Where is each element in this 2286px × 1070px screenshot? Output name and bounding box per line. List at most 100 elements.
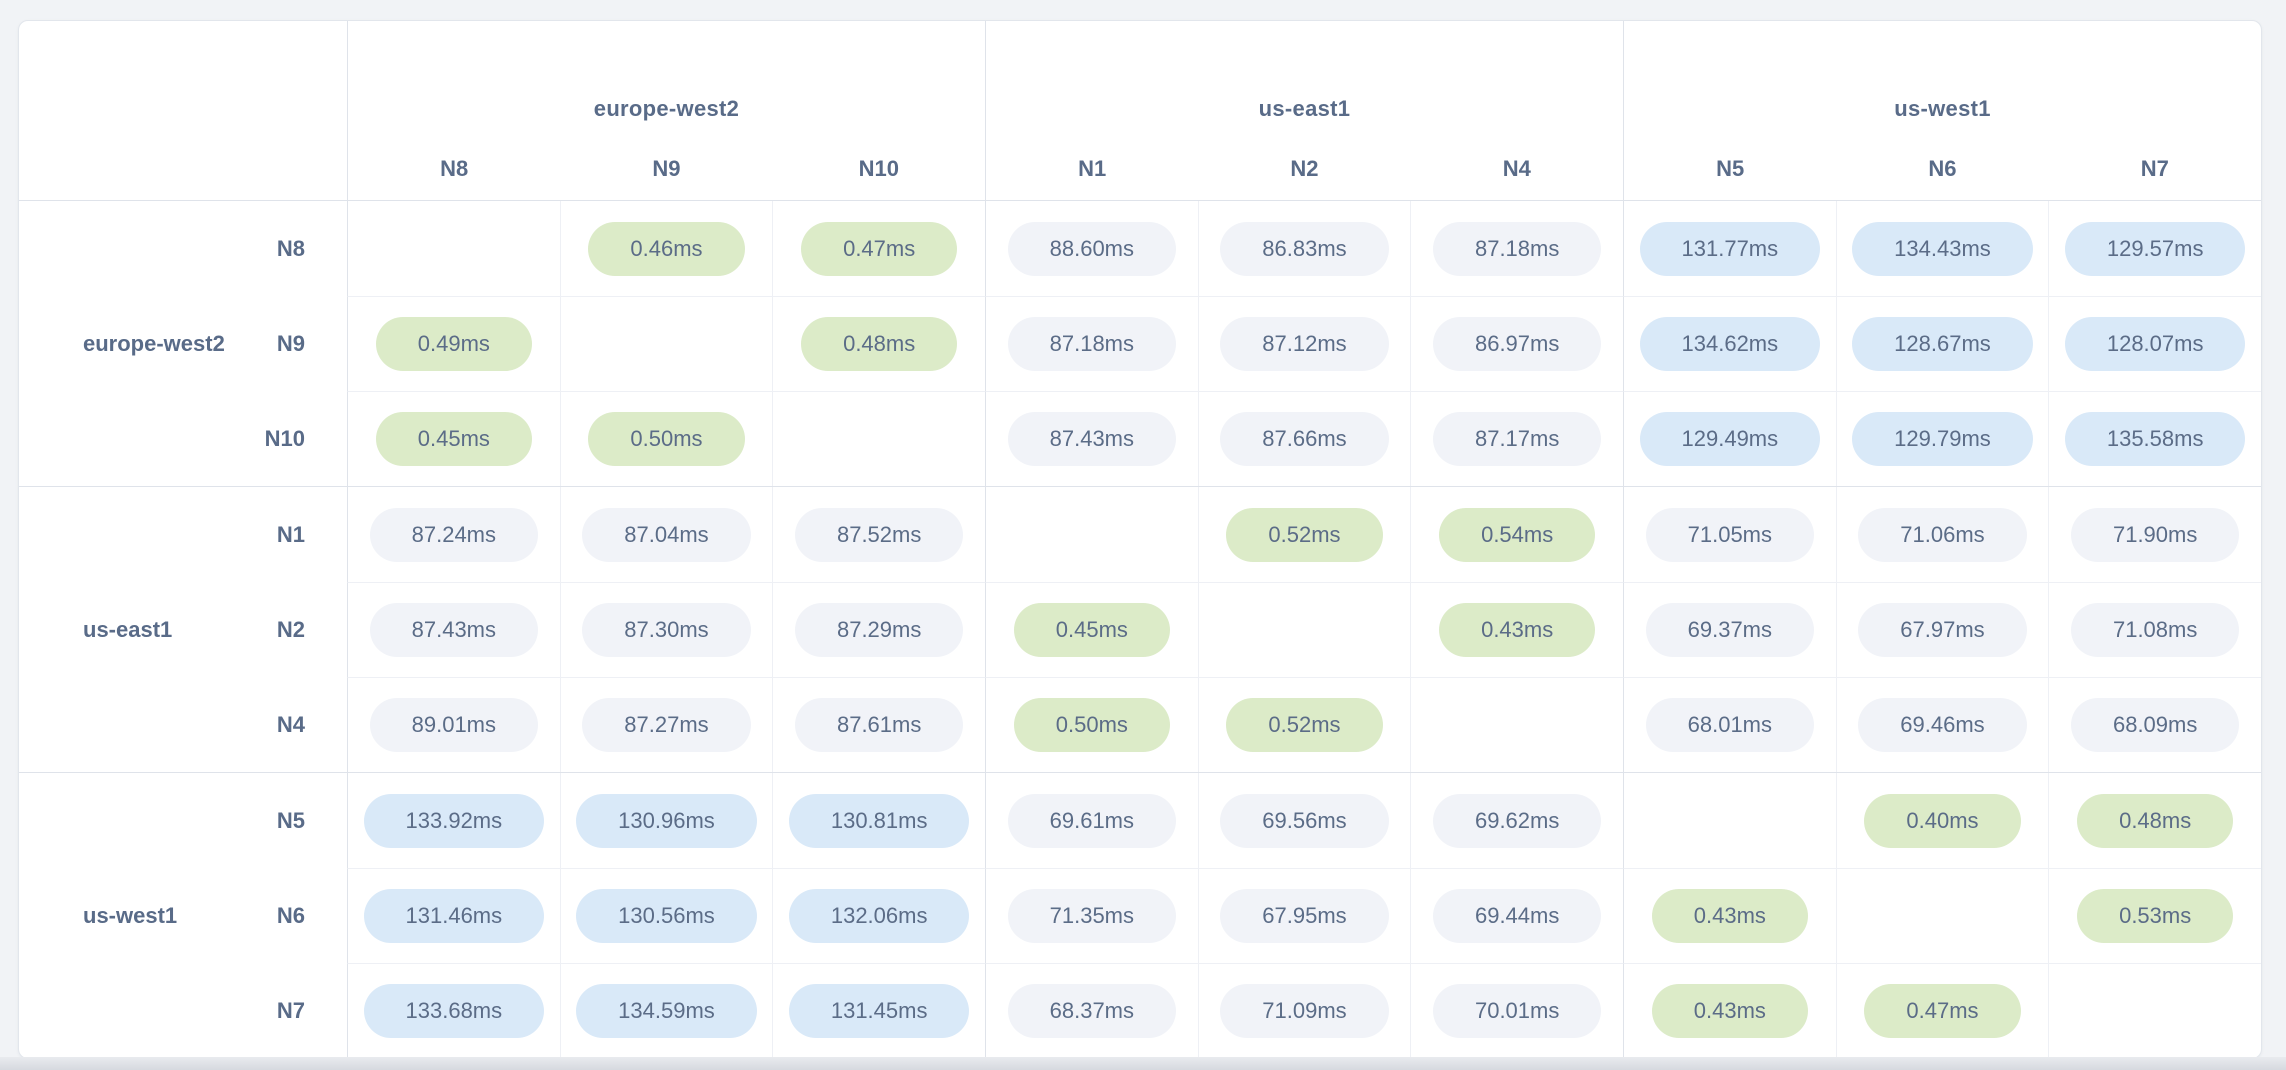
- row-header-N6: N6: [276, 902, 305, 928]
- latency-value-N5-N9: 130.96ms: [576, 793, 757, 848]
- latency-cell-N4-N6: 69.46ms: [1835, 677, 2049, 772]
- latency-cell-N5-N5: [1623, 773, 1836, 868]
- latency-cell-N4-N4: [1410, 677, 1623, 772]
- row-region-label-europe-west2: europe-west2: [83, 330, 225, 356]
- column-header-N8: N8: [440, 156, 469, 181]
- column-node-row: N5 N6 N7: [1624, 138, 2261, 200]
- latency-value-N1-N6: 71.06ms: [1858, 507, 2027, 562]
- latency-cell-N6-N10: 132.06ms: [772, 868, 985, 963]
- latency-value-N10-N9: 0.50ms: [588, 412, 745, 466]
- latency-value-N2-N7: 71.08ms: [2070, 603, 2240, 657]
- latency-value-N2-N9: 87.30ms: [582, 603, 751, 657]
- latency-value-N9-N8: 0.49ms: [375, 317, 532, 371]
- latency-value-N7-N1: 68.37ms: [1007, 984, 1177, 1038]
- latency-cell-N5-N6: 0.40ms: [1835, 773, 2049, 868]
- latency-value-N7-N10: 131.45ms: [788, 984, 970, 1038]
- latency-value-N7-N8: 133.68ms: [363, 984, 545, 1038]
- latency-value-N4-N1: 0.50ms: [1013, 698, 1170, 752]
- latency-cell-N7-N9: 134.59ms: [559, 963, 773, 1058]
- latency-cell-N4-N2: 0.52ms: [1197, 677, 1411, 772]
- latency-cell-N10-N7: 135.58ms: [2048, 391, 2261, 486]
- latency-cell-N1-N10: 87.52ms: [772, 487, 985, 582]
- latency-cell-N2-N2: [1197, 582, 1411, 677]
- latency-cell-N8-N9: 0.46ms: [559, 201, 773, 296]
- latency-value-N7-N5: 0.43ms: [1651, 984, 1808, 1038]
- row-group-europe-west2: europe-west2 N8 0.46ms 0.47ms 88.60ms 86.83ms…: [19, 201, 2261, 486]
- latency-value-N6-N2: 67.95ms: [1220, 889, 1389, 943]
- page-bottom-strip: [0, 1057, 2286, 1070]
- column-node-row: N1 N2 N4: [986, 138, 1623, 200]
- latency-cell-N5-N9: 130.96ms: [559, 773, 773, 868]
- latency-value-N10-N6: 129.79ms: [1852, 412, 2033, 466]
- latency-cell-N7-N5: 0.43ms: [1623, 963, 1836, 1058]
- column-header-N5: N5: [1716, 156, 1745, 181]
- latency-cell-N8-N8: [347, 201, 560, 296]
- latency-value-N5-N4: 69.62ms: [1432, 793, 1602, 848]
- latency-cell-N5-N7: 0.48ms: [2048, 773, 2261, 868]
- latency-cell-N9-N2: 87.12ms: [1197, 296, 1411, 391]
- latency-value-N4-N2: 0.52ms: [1226, 698, 1383, 752]
- latency-cell-N9-N8: 0.49ms: [347, 296, 560, 391]
- column-header-N7: N7: [2140, 156, 2169, 181]
- latency-cell-N8-N6: 134.43ms: [1835, 201, 2049, 296]
- latency-value-N1-N9: 87.04ms: [582, 507, 751, 562]
- latency-cell-N10-N5: 129.49ms: [1623, 391, 1836, 486]
- row-header-N5: N5: [276, 807, 305, 833]
- latency-value-N4-N9: 87.27ms: [582, 698, 751, 752]
- latency-cell-N8-N2: 86.83ms: [1197, 201, 1411, 296]
- column-group-us-east1: us-east1 N1 N2 N4: [985, 21, 1623, 200]
- latency-cell-N7-N8: 133.68ms: [347, 963, 560, 1058]
- latency-cell-N5-N2: 69.56ms: [1197, 773, 1411, 868]
- latency-cell-N2-N1: 0.45ms: [985, 582, 1198, 677]
- latency-value-N5-N7: 0.48ms: [2077, 793, 2234, 848]
- row-header-N8: N8: [276, 235, 305, 261]
- latency-cell-N4-N1: 0.50ms: [985, 677, 1198, 772]
- matrix-body: europe-west2 N8 0.46ms 0.47ms 88.60ms 86.83ms…: [19, 201, 2261, 1058]
- latency-cell-N7-N10: 131.45ms: [772, 963, 985, 1058]
- latency-value-N10-N5: 129.49ms: [1639, 412, 1821, 466]
- latency-value-N10-N4: 87.17ms: [1432, 412, 1602, 466]
- latency-cell-N6-N9: 130.56ms: [559, 868, 773, 963]
- latency-cell-N8-N1: 88.60ms: [985, 201, 1198, 296]
- latency-value-N6-N1: 71.35ms: [1007, 889, 1177, 943]
- latency-value-N8-N2: 86.83ms: [1220, 221, 1389, 276]
- latency-value-N10-N8: 0.45ms: [375, 412, 532, 466]
- latency-cell-N2-N7: 71.08ms: [2048, 582, 2261, 677]
- latency-value-N9-N10: 0.48ms: [801, 317, 958, 371]
- latency-value-N7-N4: 70.01ms: [1432, 984, 1602, 1038]
- latency-value-N9-N7: 128.07ms: [2064, 317, 2246, 371]
- latency-cell-N9-N7: 128.07ms: [2048, 296, 2261, 391]
- latency-cell-N9-N9: [559, 296, 773, 391]
- latency-value-N2-N1: 0.45ms: [1013, 603, 1170, 657]
- latency-value-N10-N1: 87.43ms: [1007, 412, 1177, 466]
- row-header-N1: N1: [276, 521, 305, 547]
- latency-cell-N2-N5: 69.37ms: [1623, 582, 1836, 677]
- row-header-N4: N4: [276, 711, 305, 737]
- latency-value-N5-N8: 133.92ms: [363, 793, 545, 848]
- latency-cell-N1-N4: 0.54ms: [1410, 487, 1623, 582]
- column-header-N2: N2: [1290, 156, 1319, 181]
- latency-cell-N2-N9: 87.30ms: [559, 582, 773, 677]
- latency-value-N4-N5: 68.01ms: [1645, 698, 1815, 752]
- column-region-label: us-west1: [1894, 96, 1991, 121]
- latency-cell-N9-N6: 128.67ms: [1835, 296, 2049, 391]
- row-group-us-west1: us-west1 N5 133.92ms 130.96ms 130.81ms 69.61m…: [19, 772, 2261, 1058]
- latency-value-N5-N2: 69.56ms: [1220, 793, 1389, 848]
- latency-value-N6-N4: 69.44ms: [1432, 889, 1602, 943]
- latency-cell-N6-N5: 0.43ms: [1623, 868, 1836, 963]
- latency-cell-N4-N8: 89.01ms: [347, 677, 560, 772]
- latency-cell-N2-N4: 0.43ms: [1410, 582, 1623, 677]
- latency-cell-N4-N10: 87.61ms: [772, 677, 985, 772]
- latency-cell-N8-N5: 131.77ms: [1623, 201, 1836, 296]
- latency-value-N1-N2: 0.52ms: [1226, 507, 1383, 562]
- latency-cell-N5-N10: 130.81ms: [772, 773, 985, 868]
- latency-cell-N7-N2: 71.09ms: [1197, 963, 1411, 1058]
- latency-value-N2-N6: 67.97ms: [1858, 603, 2027, 657]
- latency-cell-N1-N9: 87.04ms: [559, 487, 773, 582]
- latency-value-N2-N10: 87.29ms: [794, 603, 964, 657]
- latency-cell-N9-N4: 86.97ms: [1410, 296, 1623, 391]
- latency-cell-N1-N6: 71.06ms: [1835, 487, 2049, 582]
- latency-value-N2-N5: 69.37ms: [1645, 603, 1815, 657]
- latency-cell-N5-N4: 69.62ms: [1410, 773, 1623, 868]
- latency-cell-N7-N6: 0.47ms: [1835, 963, 2049, 1058]
